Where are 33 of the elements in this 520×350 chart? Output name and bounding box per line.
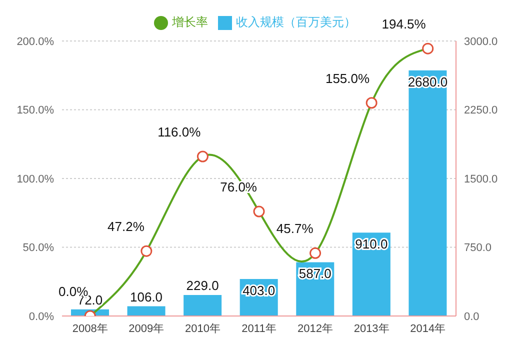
y-tick-label: 50.0% bbox=[22, 242, 54, 254]
x-tick-label: 2014年 bbox=[410, 322, 446, 335]
data-label: 229.0 bbox=[186, 278, 219, 294]
data-label: 45.7% bbox=[276, 221, 314, 236]
y2-tick-label: 750.0 bbox=[464, 242, 492, 254]
bar bbox=[184, 295, 222, 316]
y2-tick-label: 1500.0 bbox=[464, 173, 498, 186]
data-label: 116.0% bbox=[158, 124, 202, 140]
data-label: 155.0% bbox=[325, 70, 370, 86]
y2-tick-label: 2250.0 bbox=[464, 104, 498, 117]
data-label: 403.0 bbox=[242, 283, 276, 298]
data-label: 106.0 bbox=[130, 289, 163, 304]
y2-tick-label: 3000.0 bbox=[464, 36, 498, 48]
x-tick-label: 2009年 bbox=[128, 322, 164, 335]
bar bbox=[127, 306, 166, 316]
data-label: 910.0 bbox=[355, 236, 388, 252]
bar bbox=[408, 70, 447, 316]
data-label: 587.0 bbox=[298, 266, 332, 282]
x-tick-label: 2013年 bbox=[354, 322, 390, 335]
data-label: 194.5% bbox=[382, 16, 426, 32]
y-tick-label: 100.0% bbox=[16, 173, 54, 186]
y2-tick-label: 0.0 bbox=[464, 310, 480, 323]
data-label: 47.2% bbox=[108, 219, 145, 234]
x-tick-label: 2008年 bbox=[72, 322, 108, 335]
y-tick-label: 0.0% bbox=[28, 310, 54, 323]
legend-label: 增长率 bbox=[172, 15, 208, 29]
x-tick-label: 2011年 bbox=[242, 322, 276, 335]
y-tick-label: 200.0% bbox=[16, 36, 54, 48]
y-tick-label: 150.0% bbox=[16, 104, 54, 117]
x-tick-label: 2010年 bbox=[184, 322, 220, 335]
x-tick-label: 2012年 bbox=[298, 322, 334, 335]
legend-label: 收入规模（百万美元） bbox=[236, 15, 356, 29]
data-label: 2680.0 bbox=[408, 74, 448, 90]
